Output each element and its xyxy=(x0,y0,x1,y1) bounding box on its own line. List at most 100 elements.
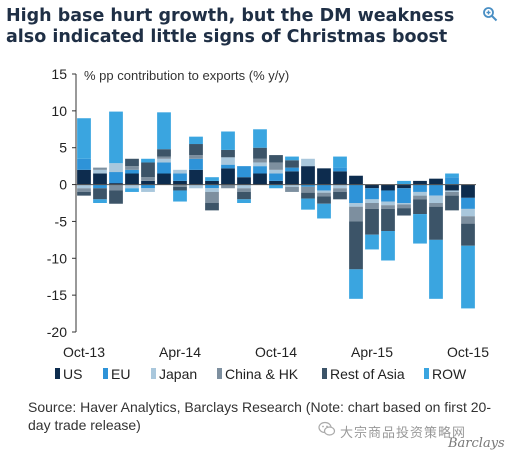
bar-segment-china-hk xyxy=(461,216,475,224)
bar-segment-rest-of-asia xyxy=(157,149,171,157)
bar-segment-eu xyxy=(445,177,459,185)
legend-swatch xyxy=(322,368,327,379)
bar-segment-rest-of-asia xyxy=(205,203,219,211)
bar-segment-rest-of-asia xyxy=(173,186,187,191)
bar-segment-china-hk xyxy=(413,195,427,200)
bar-segment-japan xyxy=(397,203,411,205)
bar-segment-row xyxy=(173,190,187,202)
barclays-watermark: Barclays xyxy=(448,436,505,451)
bar-segment-china-hk xyxy=(381,205,395,209)
x-tick-label: Oct-13 xyxy=(63,344,105,360)
bar-segment-rest-of-asia xyxy=(253,147,267,159)
y-tick-label: 10 xyxy=(51,103,67,119)
bar-segment-japan xyxy=(109,163,123,173)
bar-segment-row xyxy=(141,158,155,163)
bar-segment-row xyxy=(365,234,379,250)
legend-swatch xyxy=(55,368,60,379)
y-axis-label: % pp contribution to exports (% y/y) xyxy=(84,68,289,83)
bar-segment-row xyxy=(93,199,107,203)
bar-segment-japan xyxy=(445,190,459,192)
y-tick-label: -20 xyxy=(47,324,67,340)
bar-segment-eu xyxy=(237,166,251,178)
bar-segment-eu xyxy=(317,184,331,191)
stacked-bar-chart: % pp contribution to exports (% y/y) -20… xyxy=(47,66,489,382)
bar-segment-us xyxy=(157,173,171,185)
bar-segment-china-hk xyxy=(365,203,379,209)
bar-segment-japan xyxy=(237,184,251,189)
bar-segment-china-hk xyxy=(125,166,139,170)
bar-segment-us xyxy=(445,184,459,191)
bar-segment-japan xyxy=(125,184,139,189)
bar-segment-row xyxy=(125,188,139,192)
bar-segment-rest-of-asia xyxy=(285,160,299,168)
bar-segment-japan xyxy=(333,184,347,189)
bar-segment-japan xyxy=(269,169,283,174)
bar-segment-us xyxy=(205,180,219,185)
bar-segment-china-hk xyxy=(301,186,315,193)
bar-segment-japan xyxy=(141,188,155,192)
bar-segment-china-hk xyxy=(317,192,331,197)
bar-segment-china-hk xyxy=(157,156,171,159)
y-tick-label: 0 xyxy=(59,177,67,193)
legend-label: ROW xyxy=(432,366,467,382)
bar-segment-rest-of-asia xyxy=(269,155,283,163)
bar-segment-eu xyxy=(365,188,379,200)
bar-segment-us xyxy=(349,175,363,185)
bar-segment-rest-of-asia xyxy=(77,191,91,196)
y-tick-label: -15 xyxy=(47,287,67,303)
bar-segment-eu xyxy=(109,172,123,184)
bar-segment-rest-of-asia xyxy=(317,196,331,204)
bar-segment-china-hk xyxy=(333,188,347,192)
bar-segment-japan xyxy=(461,208,475,217)
bar-segment-china-hk xyxy=(189,155,203,159)
bar-segment-rest-of-asia xyxy=(125,158,139,167)
bar-segment-us xyxy=(429,178,443,185)
bar-segment-japan xyxy=(173,169,187,174)
bar-segment-china-hk xyxy=(109,184,123,191)
bar-segment-china-hk xyxy=(141,177,155,181)
bar-segment-china-hk xyxy=(253,158,267,163)
bar-segment-china-hk xyxy=(77,188,91,192)
bar-segment-japan xyxy=(157,158,171,163)
legend-label: EU xyxy=(111,366,130,382)
bar-segment-rest-of-asia xyxy=(189,144,203,156)
bar-segment-japan xyxy=(77,184,91,189)
bar-segment-rest-of-asia xyxy=(237,191,251,200)
bar-segment-japan xyxy=(205,188,219,192)
bar-segment-row xyxy=(221,131,235,150)
wechat-icon xyxy=(318,421,336,436)
bar-segment-row xyxy=(461,245,475,309)
y-tick-label: -10 xyxy=(47,250,67,266)
bar-segment-us xyxy=(285,171,299,185)
bar-segment-china-hk xyxy=(221,184,235,189)
bar-segment-row xyxy=(381,231,395,261)
bar-segment-row xyxy=(109,111,123,164)
legend-swatch xyxy=(424,368,429,379)
legend-label: Rest of Asia xyxy=(330,366,405,382)
bar-segment-rest-of-asia xyxy=(109,190,123,204)
bar-segment-china-hk xyxy=(445,191,459,196)
bar-segment-japan xyxy=(93,169,107,174)
bar-segment-eu xyxy=(173,173,187,181)
legend-label: China & HK xyxy=(225,366,299,382)
bar-segment-eu xyxy=(221,164,235,169)
bar-segment-china-hk xyxy=(349,206,363,222)
bar-segment-row xyxy=(301,198,315,210)
bar-segment-china-hk xyxy=(237,188,251,192)
bar-segment-china-hk xyxy=(429,203,443,207)
watermark-text: 大宗商品投资策略网 xyxy=(340,426,467,441)
y-tick-label: 15 xyxy=(51,66,67,82)
bar-segment-us xyxy=(365,184,379,189)
bar-segment-rest-of-asia xyxy=(301,192,315,199)
magnifier-plus-icon[interactable] xyxy=(482,6,498,22)
bar-segment-us xyxy=(301,166,315,185)
bar-segment-eu xyxy=(269,173,283,181)
bar-segment-rest-of-asia xyxy=(221,149,235,158)
bar-segment-china-hk xyxy=(173,184,187,187)
bar-segment-us xyxy=(317,168,331,185)
bar-segment-eu xyxy=(381,190,395,202)
bar-segment-china-hk xyxy=(93,167,107,170)
bar-segment-eu xyxy=(93,184,107,189)
bar-segment-japan xyxy=(317,190,331,193)
bar-segment-rest-of-asia xyxy=(413,199,427,215)
